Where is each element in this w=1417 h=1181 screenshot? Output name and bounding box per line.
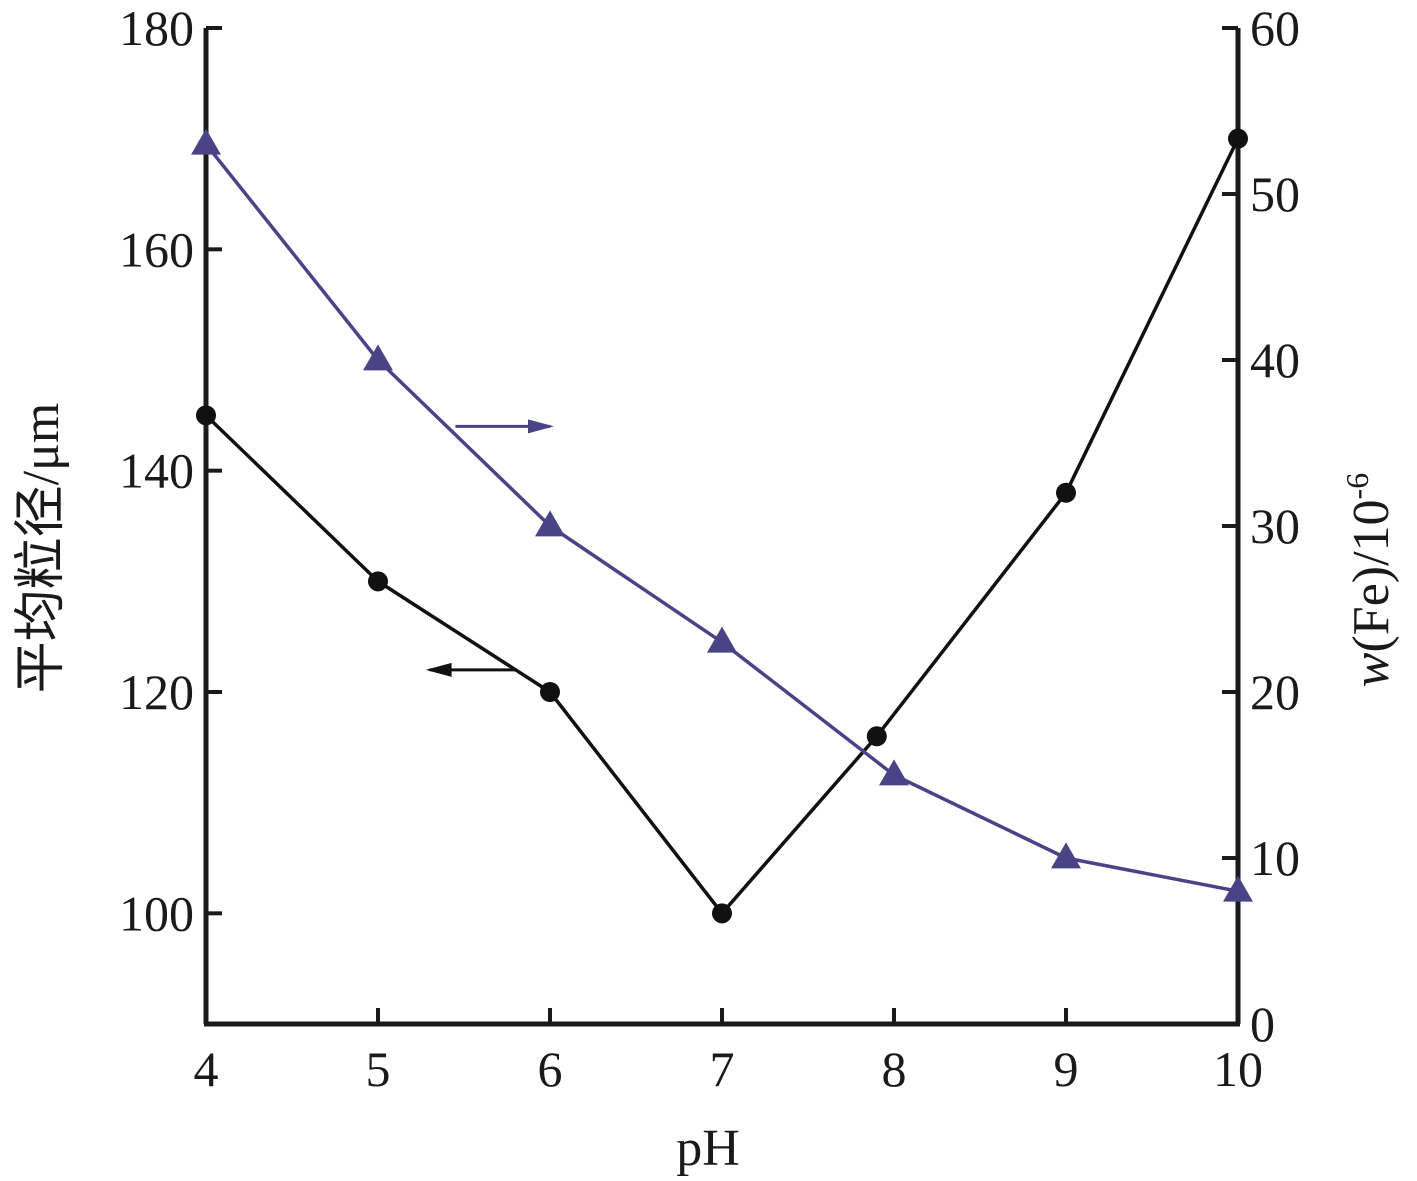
- x-tick-label: 8: [882, 1041, 907, 1097]
- y-right-axis-title-main: (Fe)/10: [1343, 499, 1400, 652]
- series-layer: [191, 128, 1253, 924]
- y-right-tick-label: 60: [1250, 0, 1300, 56]
- arrow-particle_size-head: [425, 662, 452, 677]
- y-right-tick-label: 40: [1250, 332, 1300, 388]
- x-tick-label: 4: [194, 1041, 219, 1097]
- series-particle_size-point: [196, 405, 216, 426]
- series-particle_size-point: [866, 726, 887, 747]
- series-particle_size-point: [712, 903, 732, 924]
- series-fe_content-point: [363, 344, 393, 371]
- y-left-tick-label: 120: [119, 664, 194, 720]
- x-tick-label: 9: [1054, 1041, 1079, 1097]
- series-fe_content-line: [204, 143, 1239, 893]
- series-fe_content-point: [879, 759, 909, 786]
- y-left-tick-label: 160: [119, 221, 194, 277]
- x-tick-label: 6: [538, 1041, 563, 1097]
- y-right-tick-label: 30: [1250, 498, 1300, 554]
- y-right-tick-label: 20: [1250, 664, 1300, 720]
- y-left-tick-label: 100: [119, 885, 194, 941]
- y-left-tick-label: 180: [119, 0, 194, 56]
- series-fe_content-point: [1051, 842, 1081, 869]
- x-axis-title: pH: [676, 1120, 740, 1177]
- y-right-axis-title-exponent: -6: [1339, 473, 1375, 500]
- series-fe_content-point: [191, 128, 221, 155]
- y-right-tick-label: 0: [1250, 996, 1275, 1052]
- arrow-fe_content-head: [528, 419, 554, 434]
- x-tick-label: 5: [366, 1041, 391, 1097]
- annotation-layer: [425, 419, 554, 677]
- series-particle_size-point: [1228, 128, 1248, 149]
- series-particle_size-point: [540, 682, 560, 702]
- x-tick-label: 7: [710, 1041, 735, 1097]
- series-fe_content-point: [535, 510, 565, 537]
- y-left-axis-title: 平均粒径/μm: [13, 403, 70, 694]
- y-right-tick-label: 10: [1250, 830, 1300, 886]
- y-right-tick-label: 50: [1250, 166, 1300, 222]
- series-particle_size-point: [1056, 482, 1076, 503]
- y-left-tick-label: 140: [119, 443, 194, 499]
- series-fe_content-point: [707, 626, 737, 653]
- x-tick-label: 10: [1213, 1041, 1263, 1097]
- y-right-axis-title: w(Fe)/10-6: [1339, 473, 1400, 687]
- series-fe_content-point: [1223, 875, 1253, 902]
- series-particle_size-line: [204, 137, 1240, 916]
- axes: [203, 28, 1241, 1027]
- series-particle_size-point: [368, 571, 388, 592]
